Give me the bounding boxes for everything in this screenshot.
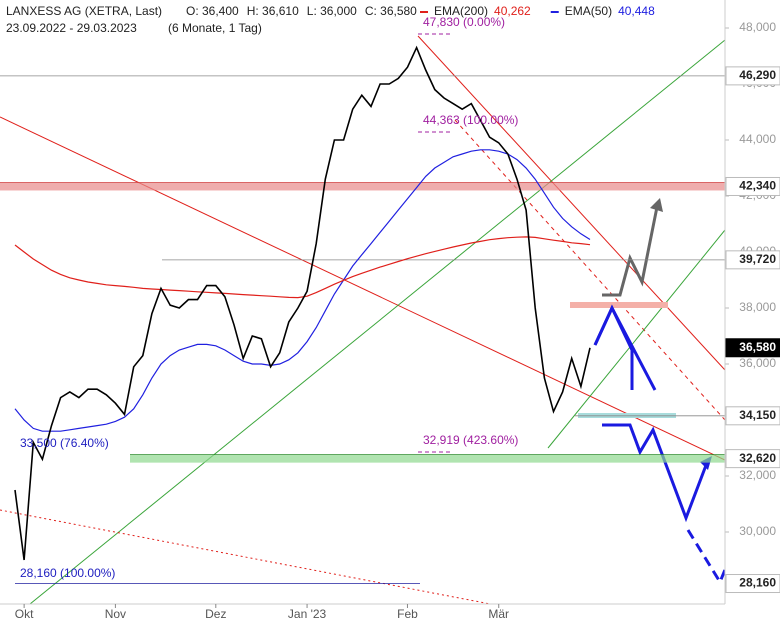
ohlc-value: C: 36,580 — [365, 4, 417, 18]
ohlc-value: H: 36,610 — [247, 4, 299, 18]
fib-label: 44,363 (100.00%) — [423, 113, 518, 127]
scenario-arrow — [593, 304, 657, 391]
trendline — [547, 229, 725, 449]
level-label: 28,160 — [739, 576, 776, 590]
ohlc-value: L: 36,000 — [307, 4, 357, 18]
level-label: 42,340 — [739, 179, 776, 193]
y-tick-label: 44,000 — [739, 132, 776, 146]
level-label-box — [725, 406, 780, 426]
level-band — [130, 454, 725, 463]
x-tick-label: Jan '23 — [288, 607, 327, 621]
y-tick-label: 48,000 — [739, 20, 776, 34]
fib-label: 33,500 (76.40%) — [20, 436, 109, 450]
y-tick-label: 32,000 — [739, 468, 776, 482]
series-line — [14, 45, 591, 561]
header: LANXESS AG (XETRA, Last) 23.09.2022 - 29… — [6, 4, 262, 35]
level-label: 46,290 — [739, 68, 776, 82]
x-tick-label: Nov — [105, 607, 126, 621]
scenario-arrow — [602, 423, 710, 523]
level-label-box — [725, 574, 780, 594]
level-label-box — [725, 176, 780, 196]
level-label: 32,620 — [739, 451, 776, 465]
trendline — [0, 509, 494, 604]
level-label: 34,150 — [739, 408, 776, 422]
fib-label: 32,919 (423.60%) — [423, 433, 518, 447]
level-label-box — [725, 250, 780, 270]
legend-value: 40,448 — [618, 4, 655, 18]
y-tick-label: 36,000 — [739, 356, 776, 370]
trendline — [454, 119, 725, 421]
trendline — [29, 39, 725, 604]
legend-value: 40,262 — [494, 4, 531, 18]
scenario-arrow — [602, 201, 660, 297]
legend-label: EMA(50) — [565, 4, 612, 18]
level-label: 36,580 — [739, 340, 776, 354]
series-line — [14, 236, 591, 299]
level-label: 39,720 — [739, 252, 776, 266]
x-tick-label: Feb — [397, 607, 418, 621]
level-label-box — [725, 66, 780, 86]
arrowhead — [650, 198, 663, 212]
trendline — [417, 35, 725, 371]
level-label-box — [725, 338, 780, 358]
x-tick-label: Okt — [15, 607, 34, 621]
x-tick-label: Dez — [205, 607, 226, 621]
scenario-arrow — [593, 304, 634, 390]
series-line — [14, 149, 591, 432]
zone — [570, 302, 668, 308]
plot-area — [0, 35, 725, 604]
chart-title: LANXESS AG (XETRA, Last) — [6, 4, 162, 18]
y-tick-label: 30,000 — [739, 524, 776, 538]
ohlc-value: O: 36,400 — [186, 4, 239, 18]
scenario-arrow — [686, 529, 725, 586]
fib-label: 47,830 (0.00%) — [423, 15, 505, 29]
level-label-box — [725, 449, 780, 469]
chart-subtitle: 23.09.2022 - 29.03.2023 — [6, 21, 137, 35]
level-band — [0, 182, 725, 191]
x-tick-label: Mär — [488, 607, 509, 621]
y-tick-label: 38,000 — [739, 300, 776, 314]
period: (6 Monate, 1 Tag) — [168, 21, 262, 35]
legend-label: EMA(200) — [434, 4, 488, 18]
trendline — [0, 116, 725, 461]
fib-label: 28,160 (100.00%) — [20, 566, 115, 580]
